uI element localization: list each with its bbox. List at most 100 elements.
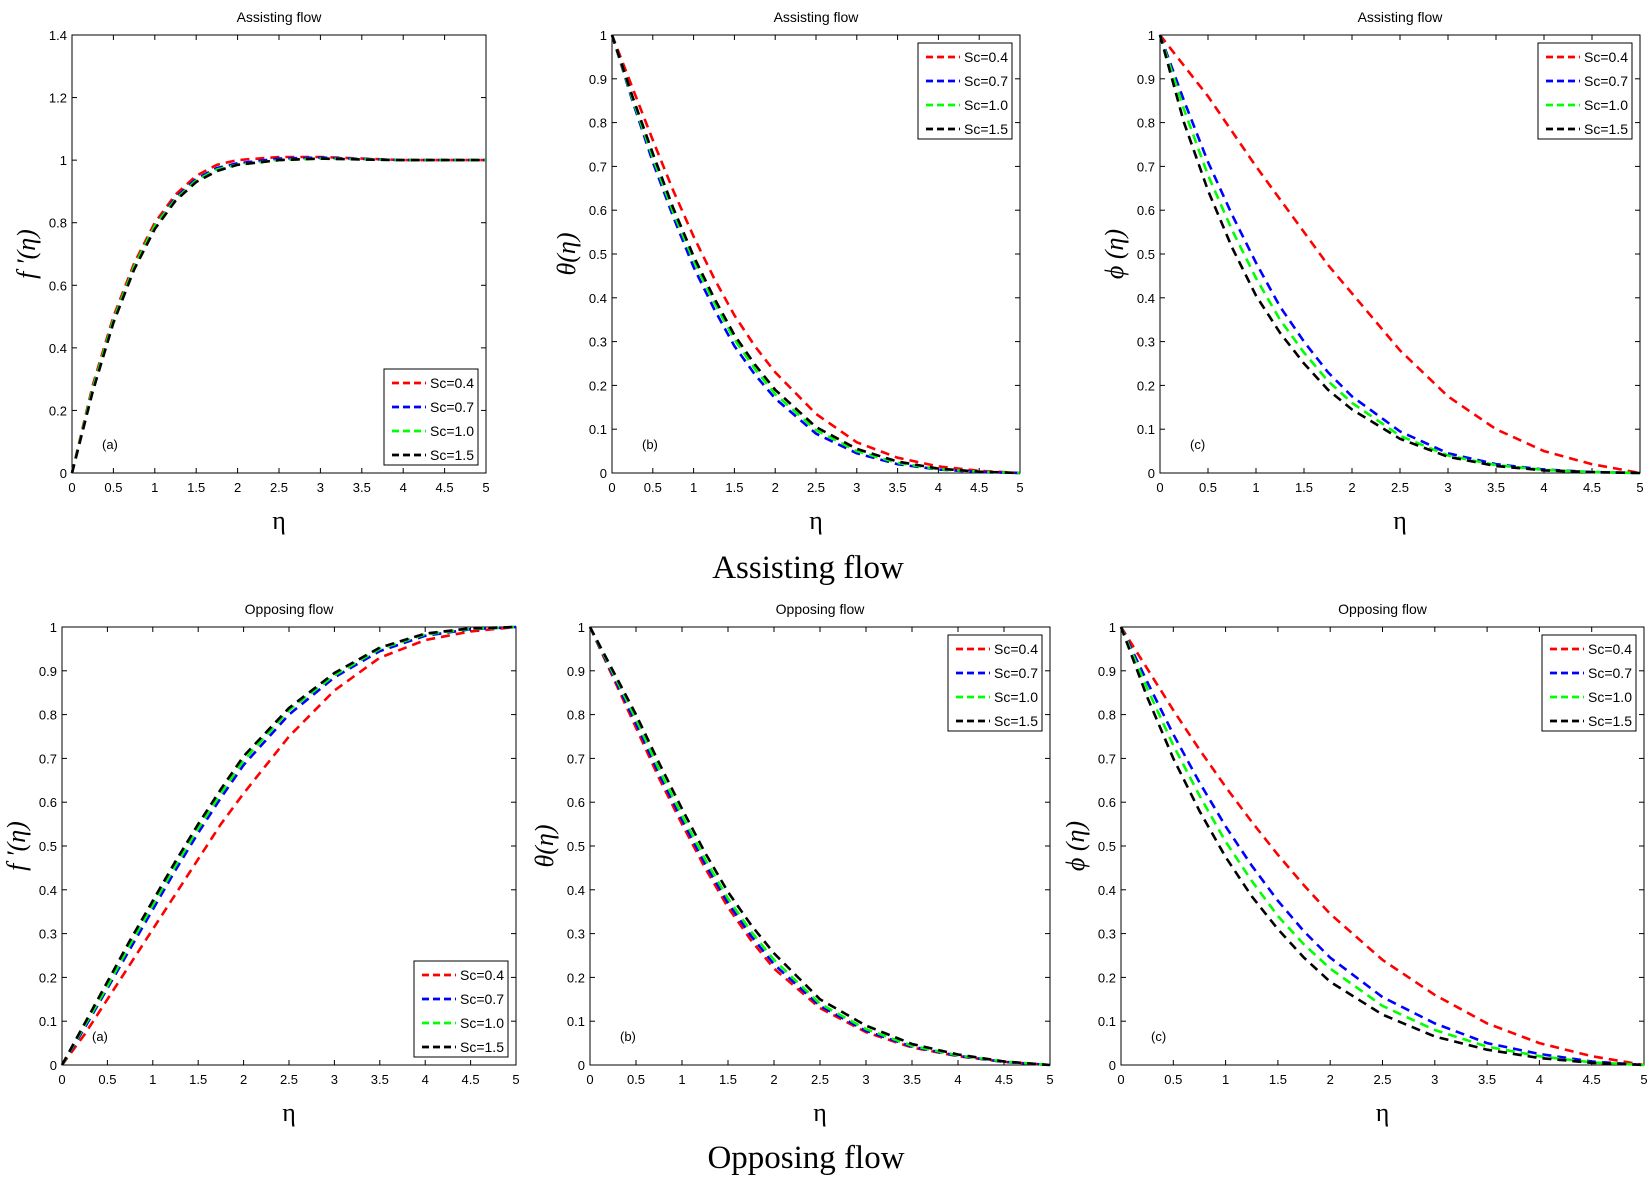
x-tick-label: 5 — [1640, 1072, 1647, 1087]
x-tick-label: 1.5 — [719, 1072, 737, 1087]
row-caption-opposing: Opposing flow — [707, 1140, 905, 1176]
x-tick-label: 0 — [58, 1072, 65, 1087]
y-tick-label: 0.6 — [49, 278, 67, 293]
series-line-sc-1-0 — [70, 157, 486, 474]
x-tick-label: 2 — [240, 1072, 247, 1087]
legend-box — [947, 634, 1043, 732]
y-tick-label: 0.3 — [39, 927, 57, 942]
series-line-sc-0-7 — [70, 156, 486, 474]
x-axis-label: η — [809, 506, 823, 535]
x-tick-label: 5 — [512, 1072, 519, 1087]
y-tick-label: 0.8 — [567, 708, 585, 723]
y-tick-label: 0.2 — [1098, 970, 1116, 985]
series-line-sc-1-0 — [1119, 626, 1645, 1067]
legend-entry: Sc=0.4 — [460, 967, 504, 983]
x-tick-label: 2 — [772, 480, 779, 495]
series-line-sc-0-4 — [60, 625, 517, 1066]
y-tick-label: 0.8 — [589, 116, 607, 131]
y-tick-label: 0.3 — [567, 927, 585, 942]
series-line-sc-0-7 — [610, 34, 1021, 475]
panel-label: (c) — [1151, 1029, 1166, 1044]
y-tick-label: 0.6 — [1098, 795, 1116, 810]
x-axis-label: η — [282, 1098, 296, 1127]
y-tick-label: 1 — [578, 620, 585, 635]
y-tick-label: 0.4 — [1137, 291, 1155, 306]
y-tick-label: 0.2 — [589, 378, 607, 393]
x-tick-label: 4.5 — [1583, 1072, 1601, 1087]
series-line-sc-0-4 — [1158, 34, 1641, 475]
x-tick-label: 2.5 — [1391, 480, 1409, 495]
y-tick-label: 0.4 — [1098, 883, 1116, 898]
legend-box — [1541, 634, 1637, 732]
x-tick-label: 5 — [1636, 480, 1643, 495]
x-tick-label: 3 — [331, 1072, 338, 1087]
legend-box — [1537, 42, 1633, 140]
legend: Sc=0.4 Sc=0.7 Sc=1.0 Sc=1.5 — [383, 368, 479, 466]
x-tick-label: 0.5 — [627, 1072, 645, 1087]
x-tick-label: 3 — [853, 480, 860, 495]
series-line-sc-0-4 — [1119, 626, 1645, 1067]
y-tick-label: 0.5 — [589, 247, 607, 262]
legend-entry: Sc=1.0 — [430, 423, 474, 439]
x-tick-label: 4 — [954, 1072, 961, 1087]
legend: Sc=0.4 Sc=0.7 Sc=1.0 Sc=1.5 — [917, 42, 1013, 140]
x-tick-label: 4 — [422, 1072, 429, 1087]
x-tick-label: 2.5 — [270, 480, 288, 495]
y-tick-label: 1 — [60, 153, 67, 168]
legend-box — [413, 960, 509, 1058]
series-line-sc-1-0 — [60, 625, 517, 1066]
x-tick-label: 1.5 — [1269, 1072, 1287, 1087]
legend-entry: Sc=0.4 — [994, 641, 1038, 657]
chart-panel-3: Assisting flow 0 0.5 1 1.5 2 2.5 3 3.5 4 4.5 5 0 0.1 0… — [1100, 9, 1644, 535]
y-tick-label: 0.4 — [567, 883, 585, 898]
legend-entry: Sc=0.7 — [994, 665, 1038, 681]
x-tick-label: 2.5 — [807, 480, 825, 495]
y-tick-label: 0.7 — [1098, 751, 1116, 766]
y-tick-label: 0.8 — [1098, 708, 1116, 723]
series-line-sc-1-5 — [70, 157, 486, 474]
x-tick-label: 1 — [678, 1072, 685, 1087]
x-tick-label: 0 — [68, 480, 75, 495]
y-tick-label: 1 — [1148, 28, 1155, 43]
y-tick-label: 0.7 — [39, 751, 57, 766]
series-line-sc-1-5 — [60, 625, 517, 1066]
x-tick-label: 5 — [1046, 1072, 1053, 1087]
y-tick-label: 0 — [1109, 1058, 1116, 1073]
legend-entry: Sc=1.0 — [964, 97, 1008, 113]
chart-panel-1: Assisting flow 0 0.5 1 1.5 2 2.5 3 3.5 4 4.5 5 0 0.2 0… — [12, 9, 490, 535]
legend-entry: Sc=0.7 — [430, 399, 474, 415]
x-tick-label: 2.5 — [280, 1072, 298, 1087]
legend: Sc=0.4 Sc=0.7 Sc=1.0 Sc=1.5 — [1541, 634, 1637, 732]
x-tick-label: 2.5 — [811, 1072, 829, 1087]
series-line-sc-1-5 — [1119, 626, 1645, 1067]
x-tick-label: 3.5 — [353, 480, 371, 495]
y-tick-label: 0.8 — [39, 708, 57, 723]
x-tick-label: 3 — [1431, 1072, 1438, 1087]
legend-entry: Sc=1.5 — [1588, 713, 1632, 729]
series-line-sc-0-7 — [60, 625, 517, 1066]
y-tick-label: 1 — [600, 28, 607, 43]
x-tick-label: 4.5 — [970, 480, 988, 495]
x-tick-label: 1.5 — [1295, 480, 1313, 495]
y-tick-label: 0.3 — [1098, 927, 1116, 942]
x-axis-label: η — [813, 1098, 827, 1127]
y-tick-label: 0.4 — [589, 291, 607, 306]
y-tick-label: 1 — [1109, 620, 1116, 635]
x-tick-label: 5 — [1016, 480, 1023, 495]
x-tick-label: 4 — [935, 480, 942, 495]
x-axis-label: η — [272, 506, 286, 535]
legend-box — [917, 42, 1013, 140]
legend-entry: Sc=0.7 — [460, 991, 504, 1007]
x-tick-label: 4 — [1536, 1072, 1543, 1087]
y-axis-label: ϕ (η) — [1100, 229, 1129, 279]
legend-entry: Sc=0.4 — [964, 49, 1008, 65]
y-tick-label: 0.6 — [39, 795, 57, 810]
y-axis-label: f ′(η) — [12, 229, 41, 279]
x-tick-label: 0.5 — [644, 480, 662, 495]
legend: Sc=0.4 Sc=0.7 Sc=1.0 Sc=1.5 — [1537, 42, 1633, 140]
panel-label: (c) — [1190, 437, 1205, 452]
x-tick-label: 2 — [234, 480, 241, 495]
y-tick-label: 1.2 — [49, 91, 67, 106]
panel-label: (b) — [620, 1029, 636, 1044]
series-line-sc-0-4 — [610, 34, 1021, 475]
